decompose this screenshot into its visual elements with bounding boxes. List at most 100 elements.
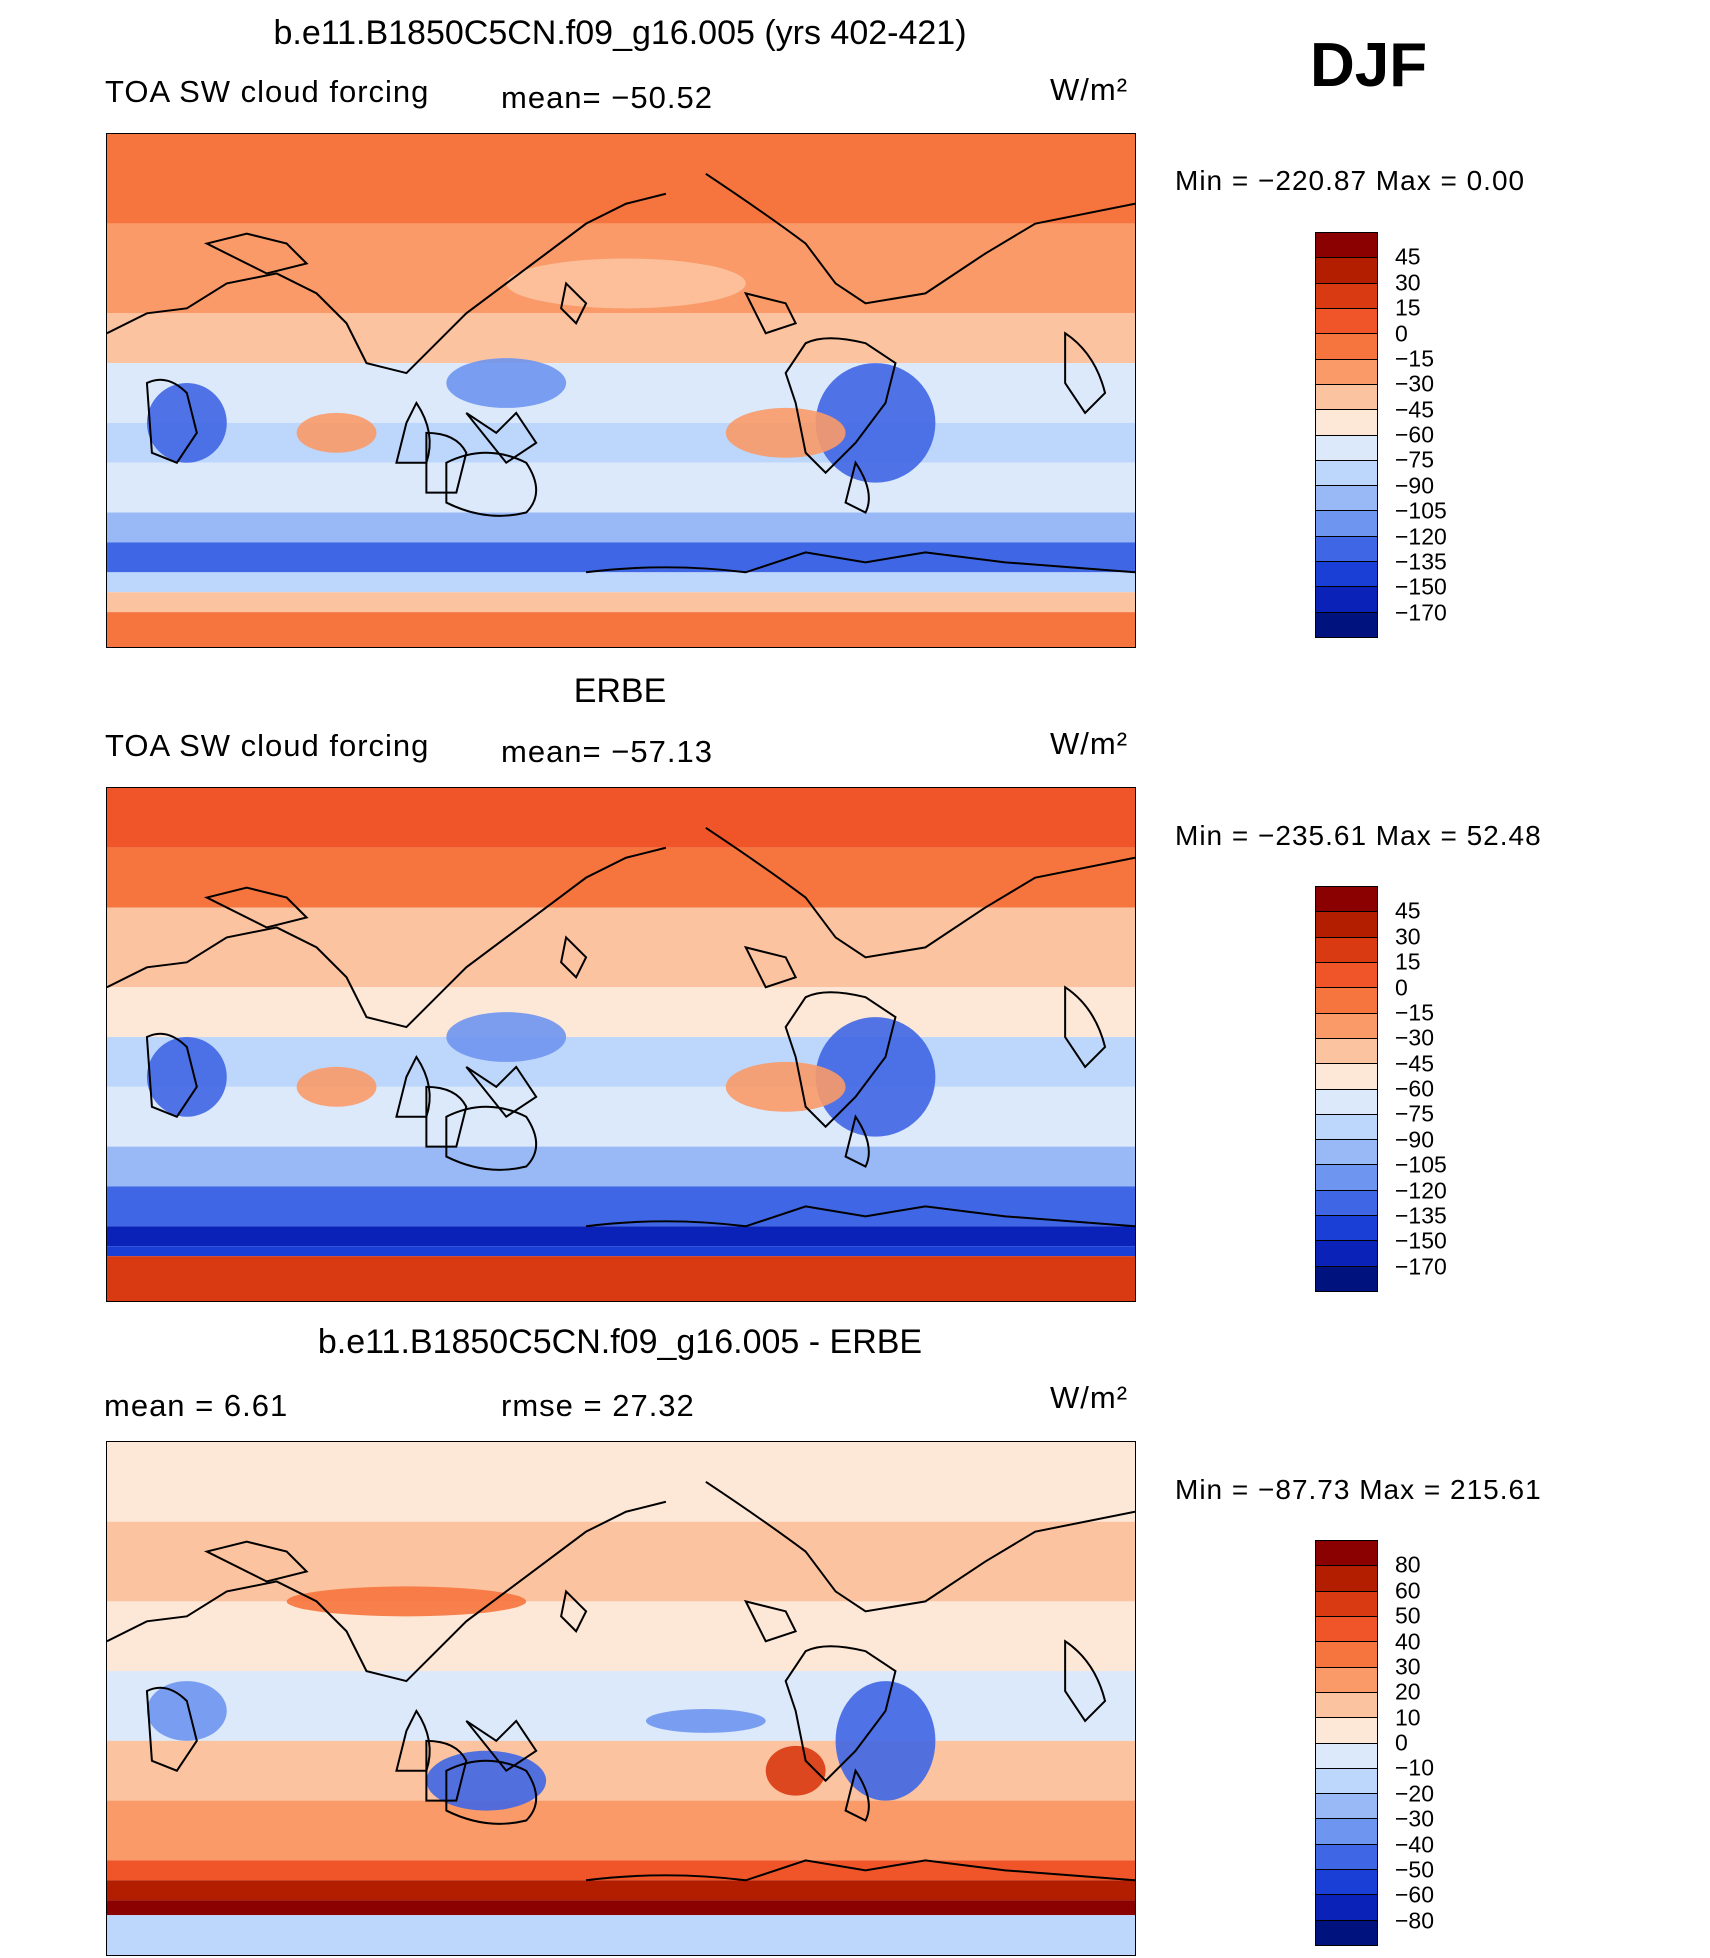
colorbar-swatch — [1316, 460, 1377, 487]
panel3-units-label: W/m² — [1050, 1380, 1129, 1415]
colorbar-swatch — [1316, 912, 1377, 938]
colorbar-swatch — [1316, 1819, 1377, 1845]
colorbar-swatch — [1316, 1743, 1377, 1769]
colorbar-swatch — [1316, 1794, 1377, 1820]
colorbar-swatch — [1316, 258, 1377, 284]
panel2-variable-label: TOA SW cloud forcing — [105, 728, 430, 763]
panel2-title: ERBE — [573, 672, 667, 710]
colorbar-level-label: 0 — [1395, 320, 1408, 346]
panel1-variable-label: TOA SW cloud forcing — [105, 74, 430, 109]
panel3-title: b.e11.B1850C5CN.f09_g16.005 - ERBE — [317, 1323, 923, 1361]
colorbar-level-label: 30 — [1395, 923, 1421, 950]
colorbar-swatch — [1316, 511, 1377, 537]
panel3-map — [106, 1441, 1136, 1956]
colorbar-level-label: 30 — [1395, 1653, 1421, 1680]
colorbar-level-label: −150 — [1395, 1227, 1447, 1254]
colorbar-level-label: −45 — [1395, 396, 1435, 423]
panel1-map — [106, 133, 1136, 648]
colorbar-level-label: −60 — [1395, 1881, 1435, 1908]
colorbar-swatch — [1316, 1165, 1377, 1191]
colorbar-level-label: −30 — [1395, 1805, 1435, 1832]
colorbar-swatch — [1316, 887, 1377, 913]
colorbar-swatch — [1316, 359, 1377, 385]
colorbar-level-label: −105 — [1395, 497, 1447, 524]
colorbar-swatch — [1316, 1642, 1377, 1668]
colorbar-swatch — [1316, 1064, 1377, 1090]
colorbar-swatch — [1316, 308, 1377, 335]
colorbar-swatch — [1316, 937, 1377, 963]
colorbar-level-label: −105 — [1395, 1151, 1447, 1178]
colorbar-level-label: −30 — [1395, 1024, 1435, 1051]
panel1-units-label: W/m² — [1050, 72, 1129, 107]
colorbar-level-label: 10 — [1395, 1704, 1421, 1731]
colorbar-swatch — [1316, 1566, 1377, 1592]
colorbar-swatch — [1316, 283, 1377, 309]
panel3-mean-label: mean = 6.61 — [104, 1388, 289, 1423]
colorbar-level-label: −15 — [1395, 999, 1435, 1026]
colorbar-swatch — [1316, 988, 1377, 1014]
colorbar-level-label: 30 — [1395, 269, 1421, 296]
panel1-title: b.e11.B1850C5CN.f09_g16.005 (yrs 402-421… — [273, 14, 967, 52]
colorbar-level-label: 15 — [1395, 294, 1421, 321]
colorbar-swatch — [1316, 1920, 1377, 1945]
colorbar-level-label: −75 — [1395, 1100, 1435, 1127]
colorbar-level-label: 20 — [1395, 1678, 1421, 1705]
colorbar-swatch — [1316, 1038, 1377, 1065]
panel1-colorbar — [1315, 232, 1378, 638]
panel2-colorbar — [1315, 886, 1378, 1292]
panel3-colorbar — [1315, 1540, 1378, 1946]
colorbar-level-label: −135 — [1395, 548, 1447, 575]
colorbar-swatch — [1316, 1591, 1377, 1617]
colorbar-swatch — [1316, 1140, 1377, 1166]
panel3-min-max: Min = −87.73 Max = 215.61 — [1175, 1474, 1542, 1505]
colorbar-level-label: 0 — [1395, 974, 1408, 1000]
colorbar-swatch — [1316, 562, 1377, 588]
colorbar-swatch — [1316, 1089, 1377, 1115]
colorbar-swatch — [1316, 1667, 1377, 1693]
colorbar-level-label: −170 — [1395, 599, 1447, 626]
colorbar-level-label: −45 — [1395, 1050, 1435, 1077]
colorbar-swatch — [1316, 1114, 1377, 1141]
colorbar-swatch — [1316, 1266, 1377, 1291]
colorbar-level-label: 45 — [1395, 897, 1421, 924]
colorbar-level-label: 80 — [1395, 1551, 1421, 1578]
colorbar-level-label: 50 — [1395, 1602, 1421, 1629]
colorbar-swatch — [1316, 962, 1377, 989]
colorbar-swatch — [1316, 1190, 1377, 1217]
colorbar-level-label: −50 — [1395, 1856, 1435, 1883]
colorbar-swatch — [1316, 1692, 1377, 1719]
panel3-rmse-label: rmse = 27.32 — [501, 1388, 695, 1423]
colorbar-level-label: −40 — [1395, 1831, 1435, 1857]
colorbar-swatch — [1316, 1768, 1377, 1795]
colorbar-swatch — [1316, 334, 1377, 360]
colorbar-level-label: 60 — [1395, 1577, 1421, 1604]
colorbar-swatch — [1316, 410, 1377, 436]
colorbar-level-label: 40 — [1395, 1628, 1421, 1654]
panel1-min-max: Min = −220.87 Max = 0.00 — [1175, 165, 1526, 196]
colorbar-level-label: −20 — [1395, 1780, 1435, 1807]
colorbar-swatch — [1316, 587, 1377, 613]
colorbar-level-label: −120 — [1395, 523, 1447, 549]
colorbar-level-label: −15 — [1395, 345, 1435, 372]
colorbar-level-label: −120 — [1395, 1177, 1447, 1203]
panel1-mean-label: mean= −50.52 — [501, 80, 713, 115]
colorbar-swatch — [1316, 1870, 1377, 1896]
colorbar-swatch — [1316, 1844, 1377, 1871]
colorbar-level-label: 15 — [1395, 948, 1421, 975]
panel2-min-max: Min = −235.61 Max = 52.48 — [1175, 820, 1542, 851]
colorbar-swatch — [1316, 1013, 1377, 1039]
colorbar-level-label: −60 — [1395, 421, 1435, 448]
panel2-mean-label: mean= −57.13 — [501, 734, 713, 769]
colorbar-swatch — [1316, 486, 1377, 512]
colorbar-level-label: −10 — [1395, 1754, 1435, 1781]
colorbar-swatch — [1316, 1541, 1377, 1567]
colorbar-level-label: −60 — [1395, 1075, 1435, 1102]
colorbar-level-label: −170 — [1395, 1253, 1447, 1280]
colorbar-swatch — [1316, 233, 1377, 259]
colorbar-swatch — [1316, 384, 1377, 411]
colorbar-swatch — [1316, 435, 1377, 461]
colorbar-level-label: 0 — [1395, 1729, 1408, 1756]
colorbar-level-label: −80 — [1395, 1907, 1435, 1934]
colorbar-swatch — [1316, 1216, 1377, 1242]
colorbar-level-label: −75 — [1395, 446, 1435, 473]
